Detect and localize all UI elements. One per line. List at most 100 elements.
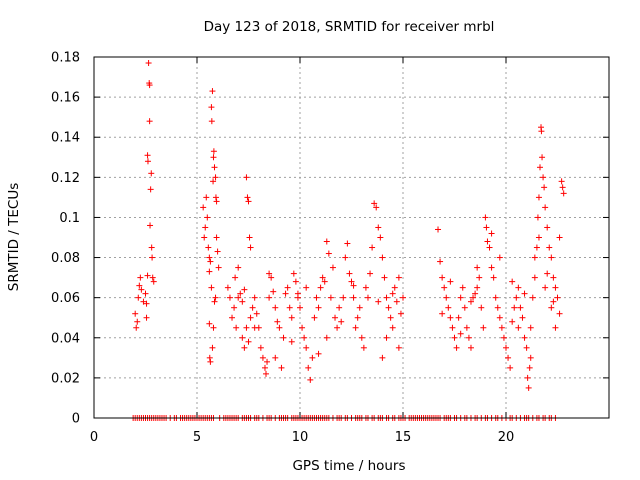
data-point <box>148 170 155 177</box>
data-point <box>367 270 374 277</box>
data-point <box>350 294 357 301</box>
data-point <box>379 254 386 261</box>
data-point <box>278 364 285 371</box>
data-point <box>305 364 312 371</box>
grid-lines <box>94 57 609 418</box>
y-tick-label: 0.02 <box>51 371 80 386</box>
data-point <box>206 354 213 361</box>
data-point <box>247 244 254 251</box>
data-points <box>130 60 567 421</box>
data-point <box>138 286 145 293</box>
data-point <box>519 314 526 321</box>
data-point <box>509 278 516 285</box>
data-point <box>136 282 143 289</box>
data-point <box>521 290 528 297</box>
data-point <box>542 284 549 291</box>
data-point <box>529 294 536 301</box>
data-point <box>307 376 314 383</box>
data-point <box>393 298 400 305</box>
data-point <box>542 204 549 211</box>
data-point <box>237 290 244 297</box>
data-point <box>147 186 154 193</box>
data-point <box>323 334 330 341</box>
data-point <box>539 154 546 161</box>
data-point <box>208 284 215 291</box>
data-point <box>313 294 320 301</box>
data-point <box>244 194 251 201</box>
data-point <box>329 264 336 271</box>
data-point <box>531 274 538 281</box>
data-point <box>383 294 390 301</box>
data-point <box>474 284 481 291</box>
data-point <box>207 358 214 365</box>
data-point <box>332 314 339 321</box>
data-point <box>149 254 156 261</box>
data-point <box>325 250 332 257</box>
data-point <box>467 298 474 305</box>
data-point <box>548 304 555 311</box>
data-point <box>467 344 474 351</box>
data-point <box>201 234 208 241</box>
data-point <box>535 234 542 241</box>
data-point <box>303 284 310 291</box>
data-point <box>507 364 514 371</box>
data-point <box>231 304 238 311</box>
data-point <box>208 118 215 125</box>
data-point <box>288 338 295 345</box>
data-point <box>379 354 386 361</box>
data-point <box>389 324 396 331</box>
plot-frame <box>93 56 610 419</box>
data-point <box>457 294 464 301</box>
data-point <box>134 318 141 325</box>
data-point <box>315 350 322 357</box>
data-point <box>369 244 376 251</box>
data-point <box>301 334 308 341</box>
data-point <box>144 158 151 165</box>
data-point <box>132 310 139 317</box>
data-point <box>247 314 254 321</box>
data-point <box>503 344 509 351</box>
data-point <box>447 314 454 321</box>
data-point <box>492 294 499 301</box>
data-point <box>213 198 220 205</box>
data-point <box>523 344 530 351</box>
data-point <box>505 354 512 361</box>
x-tick-label: 10 <box>292 430 309 445</box>
data-point <box>206 320 213 327</box>
data-point <box>459 284 466 291</box>
data-point <box>350 282 357 289</box>
data-point <box>455 314 462 321</box>
y-tick-label: 0.12 <box>51 171 80 186</box>
data-point <box>146 82 153 89</box>
data-point <box>447 278 454 285</box>
data-point <box>515 284 522 291</box>
data-point <box>496 254 503 261</box>
data-point <box>472 290 479 297</box>
data-point <box>484 238 491 245</box>
data-point <box>538 128 545 135</box>
data-point <box>239 334 246 341</box>
data-point <box>371 200 378 207</box>
data-point <box>235 294 242 301</box>
data-point <box>453 344 460 351</box>
data-point <box>496 314 503 321</box>
y-tick-label: 0.08 <box>51 251 80 266</box>
data-point <box>346 270 353 277</box>
data-point <box>215 264 222 271</box>
data-point <box>544 224 551 231</box>
data-point <box>531 254 538 261</box>
y-tick-label: 0.04 <box>51 331 80 346</box>
data-point <box>457 330 464 337</box>
data-point <box>212 174 219 181</box>
data-point <box>241 286 248 293</box>
data-point <box>558 178 565 185</box>
data-point <box>206 268 213 275</box>
data-point <box>209 344 216 351</box>
data-point <box>375 224 382 231</box>
data-point <box>559 184 566 191</box>
data-point <box>224 284 231 291</box>
data-point <box>488 230 495 237</box>
data-point <box>524 374 531 381</box>
data-point <box>210 154 217 161</box>
data-point <box>203 194 210 201</box>
